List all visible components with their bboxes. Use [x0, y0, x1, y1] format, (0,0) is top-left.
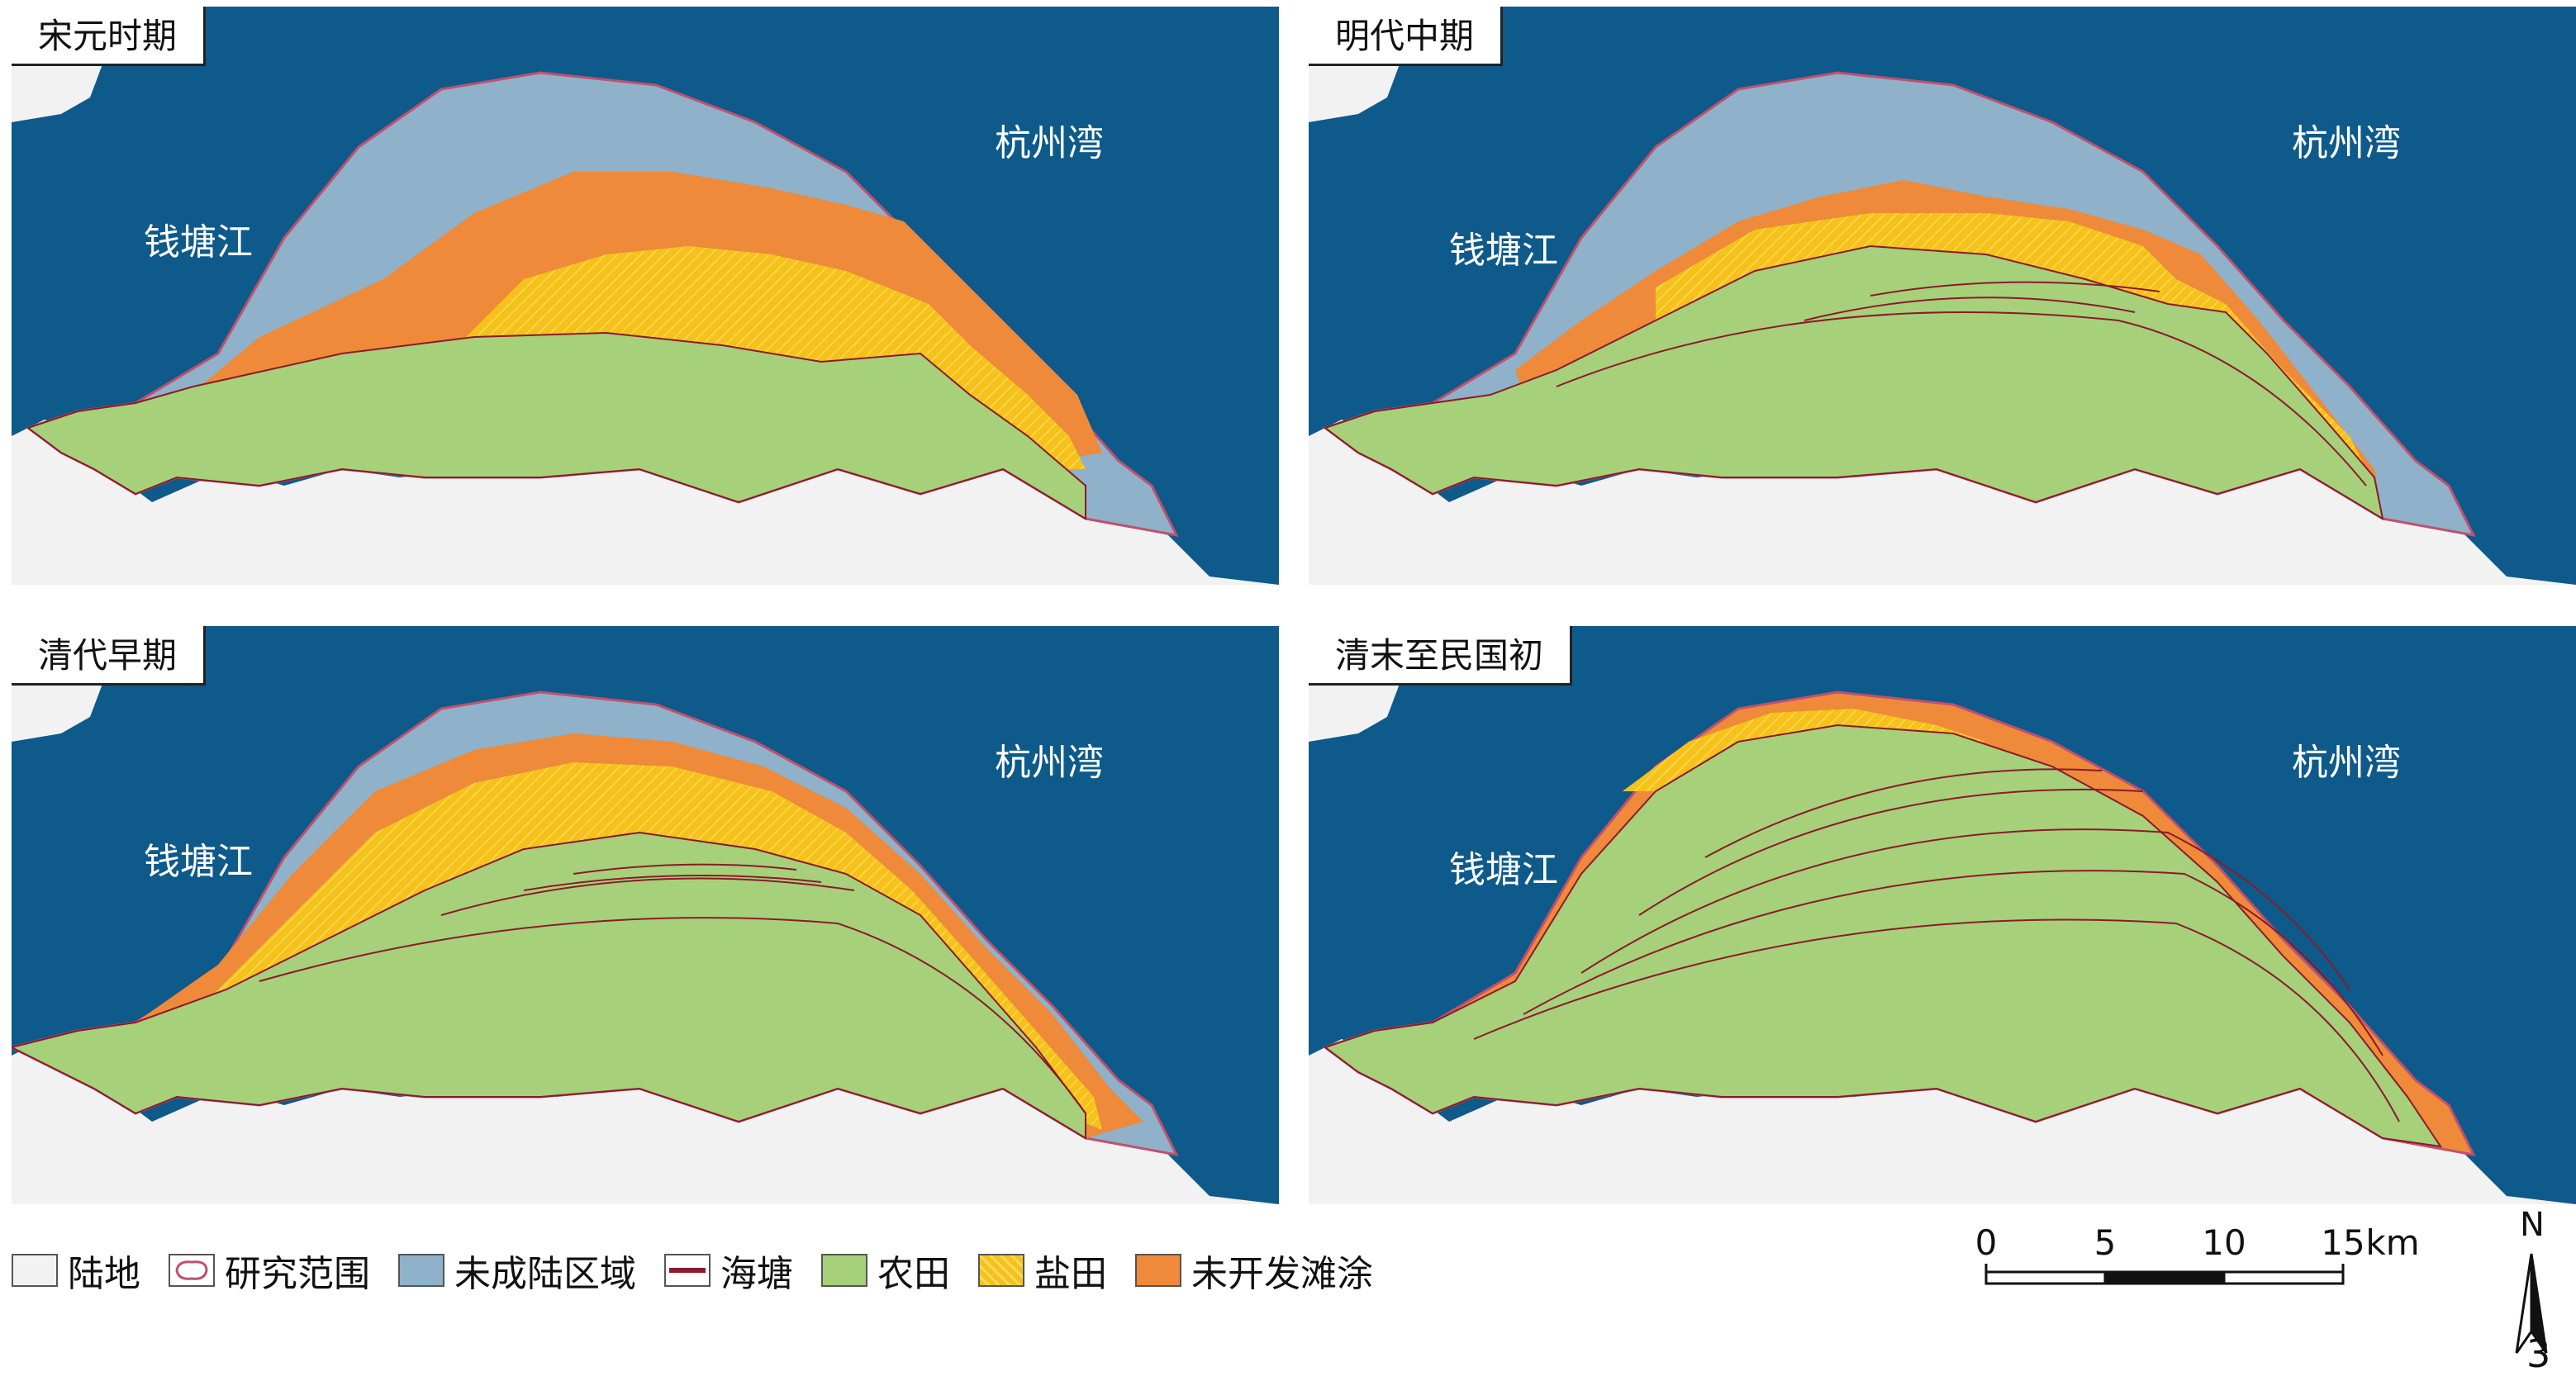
north-label: N [2520, 1206, 2545, 1244]
legend-label: 陆地 [68, 1253, 140, 1295]
bay-label: 杭州湾 [995, 742, 1104, 784]
legend-swatch [1135, 1254, 1181, 1287]
bay-label: 杭州湾 [2292, 122, 2401, 164]
legend-item-land: 陆地 [12, 1244, 140, 1297]
map-canvas: 钱塘江 杭州湾 [1309, 7, 2576, 585]
farmland [26, 331, 1086, 520]
river-label: 钱塘江 [1449, 849, 1558, 891]
legend-item-farmland: 农田 [821, 1244, 950, 1297]
legend-item-seawall: 海塘 [664, 1244, 793, 1297]
legend-label: 盐田 [1034, 1253, 1107, 1295]
river-label: 钱塘江 [144, 841, 253, 883]
legend-swatch [821, 1254, 867, 1287]
legend-swatch [398, 1254, 444, 1287]
legend-label: 农田 [877, 1253, 950, 1295]
south-land [1309, 1039, 2576, 1204]
farmland [1323, 724, 2443, 1148]
seawall-lines [1473, 768, 2400, 1122]
legend-item-study-area: 研究范围 [169, 1244, 370, 1297]
legend-item-tidal-flat: 未开发滩涂 [1135, 1244, 1373, 1297]
seawall-lines [259, 863, 1086, 1114]
map-canvas: 钱塘江 杭州湾 [12, 7, 1279, 585]
river-label: 钱塘江 [144, 221, 253, 263]
scale-tick-label: 0 [1975, 1222, 1998, 1263]
map-panel-early-qing: 钱塘江 杭州湾 清代早期 [12, 626, 1279, 1204]
panel-title: 清末至民国初 [1309, 626, 1573, 686]
river-label: 钱塘江 [1449, 230, 1558, 272]
legend-item-unformed-land: 未成陆区域 [398, 1244, 636, 1297]
map-panel-song-yuan: 钱塘江 杭州湾 宋元时期 [12, 7, 1279, 585]
south-land [12, 1039, 1279, 1204]
legend-swatch [12, 1254, 58, 1287]
map-canvas: 钱塘江 杭州湾 [12, 626, 1279, 1204]
legend-label: 海塘 [720, 1253, 793, 1295]
map-canvas: 钱塘江 杭州湾 [1309, 626, 2576, 1204]
legend: 陆地 研究范围 未成陆区域 海塘 农田 盐田 未开发滩涂 [12, 1246, 1401, 1295]
legend-label: 未成陆区域 [454, 1253, 636, 1295]
panel-title: 明代中期 [1309, 7, 1504, 66]
seawall-lines [1556, 281, 2367, 486]
bay-label: 杭州湾 [2292, 742, 2401, 784]
scale-bar: 0 5 10 15 km [1966, 1222, 2429, 1297]
farmland [12, 831, 1086, 1140]
south-land [1309, 420, 2576, 585]
legend-swatch [169, 1254, 215, 1287]
legend-label: 研究范围 [225, 1253, 370, 1295]
scale-tick-label: 10 [2202, 1222, 2246, 1263]
legend-label: 未开发滩涂 [1191, 1253, 1373, 1295]
farmland [1323, 244, 2384, 521]
scale-unit: km [2365, 1222, 2420, 1263]
north-arrow-icon [2515, 1253, 2548, 1354]
legend-swatch [664, 1254, 711, 1287]
panel-title: 清代早期 [12, 626, 207, 686]
legend-swatch [978, 1254, 1024, 1287]
scale-tick-label: 15 [2321, 1222, 2365, 1263]
map-panel-mid-ming: 钱塘江 杭州湾 明代中期 [1309, 7, 2576, 585]
figure-number: 3 [2526, 1331, 2551, 1376]
north-arrow: N [2503, 1206, 2569, 1371]
map-panel-late-qing-early-republic: 钱塘江 杭州湾 清末至民国初 [1309, 626, 2576, 1204]
panel-title: 宋元时期 [12, 7, 207, 66]
scale-tick-label: 5 [2094, 1222, 2117, 1263]
south-land [12, 420, 1279, 585]
scale-bar-graphic [1984, 1264, 2345, 1285]
legend-item-salt-field: 盐田 [978, 1244, 1107, 1297]
bay-label: 杭州湾 [995, 122, 1104, 164]
